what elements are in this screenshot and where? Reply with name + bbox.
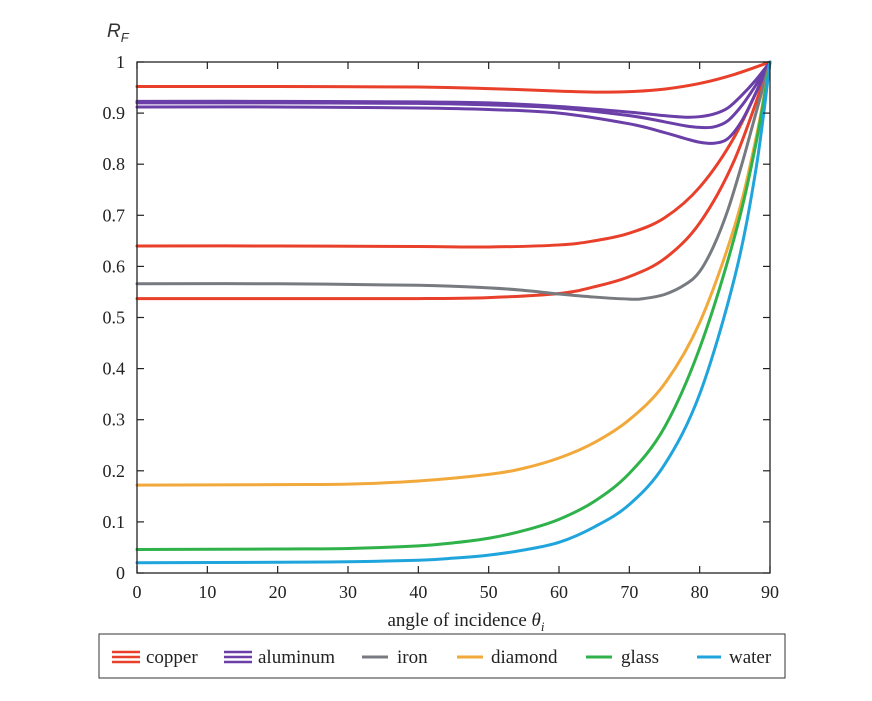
y-tick-label: 0.7	[103, 205, 126, 225]
legend-label: diamond	[491, 647, 558, 668]
svg-text:angle of incidence θi: angle of incidence θi	[388, 610, 545, 634]
y-axis-label-main: R	[107, 21, 121, 42]
legend-item-aluminum: aluminum	[224, 647, 335, 668]
legend-label: glass	[621, 647, 659, 668]
legend-label: water	[729, 647, 772, 668]
legend-label: aluminum	[258, 647, 335, 668]
legend-item-copper: copper	[112, 647, 198, 668]
legend-item-diamond: diamond	[457, 647, 558, 668]
y-tick-label: 0.2	[103, 461, 126, 481]
series-line-copper	[135, 60, 772, 301]
legend-item-water: water	[697, 647, 772, 668]
y-tick-label: 0.3	[103, 410, 126, 430]
plot-border	[136, 61, 771, 574]
plot-frame	[136, 61, 771, 574]
y-tick-label: 1	[116, 52, 125, 72]
y-tick-label: 0	[116, 563, 125, 583]
x-axis-label: angle of incidence θi	[388, 610, 545, 634]
x-axis-label-subscript: i	[541, 619, 545, 634]
series-group	[135, 60, 772, 565]
legend-box	[98, 633, 786, 679]
series-line-diamond	[135, 60, 772, 487]
x-tick-label: 50	[480, 582, 498, 602]
series-line-aluminum	[135, 60, 772, 145]
series-line-aluminum	[135, 60, 772, 119]
y-tick-label: 0.9	[103, 103, 126, 123]
x-tick-label: 30	[339, 582, 357, 602]
x-tick-label: 20	[269, 582, 287, 602]
series-line-glass	[135, 60, 772, 551]
series-line-water	[135, 60, 772, 565]
x-tick-label: 10	[198, 582, 216, 602]
x-tick-label: 0	[133, 582, 142, 602]
series-line-aluminum	[135, 60, 772, 130]
y-axis-label-subscript: F	[121, 30, 130, 45]
series-line-copper	[135, 60, 772, 94]
x-tick-label: 90	[761, 582, 779, 602]
legend-label: iron	[397, 647, 428, 668]
y-axis-label: RF	[107, 21, 130, 45]
y-tick-label: 0.8	[103, 154, 126, 174]
series-line-copper	[135, 60, 772, 249]
x-axis-label-text: angle of incidence	[388, 610, 532, 631]
y-tick-label: 0.4	[103, 359, 126, 379]
legend-item-glass: glass	[586, 647, 659, 668]
legend-item-iron: iron	[362, 647, 428, 668]
y-tick-label: 0.6	[103, 256, 126, 276]
x-tick-label: 70	[620, 582, 638, 602]
y-tick-label: 0.5	[103, 308, 126, 328]
x-tick-label: 60	[550, 582, 568, 602]
axis-ticks: 0 10 20 30 40 50 60 70 80 90 0 0.1 0.2 0.3 0.4 0.5 0.6 0.…	[103, 52, 780, 602]
svg-text:RF: RF	[107, 21, 130, 45]
y-tick-label: 0.1	[103, 512, 126, 532]
legend-label: copper	[146, 647, 198, 668]
legend: copper aluminum iron diamond glass water	[98, 633, 786, 679]
x-axis-label-symbol: θ	[532, 610, 541, 631]
x-tick-label: 40	[409, 582, 427, 602]
series-line-iron	[135, 60, 772, 301]
x-tick-label: 80	[691, 582, 709, 602]
